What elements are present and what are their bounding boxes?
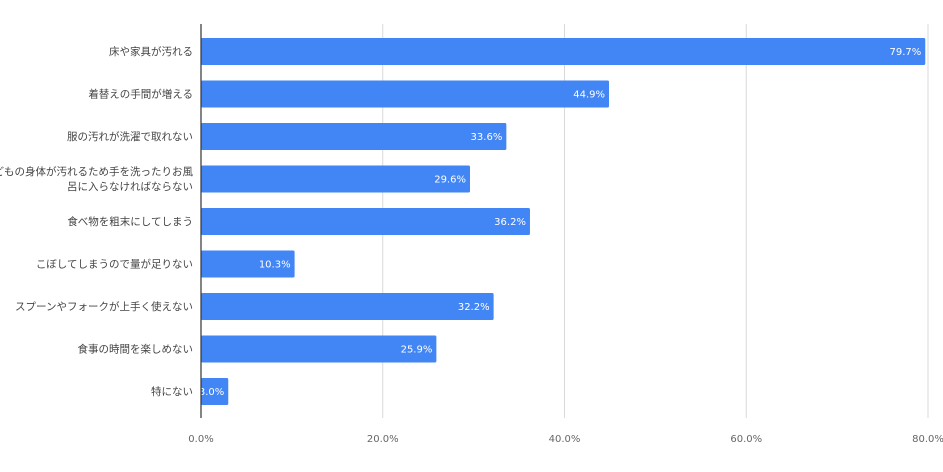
category-label: 特にない — [151, 386, 193, 398]
bar — [201, 335, 437, 363]
data-label: 10.3% — [259, 260, 291, 271]
data-label: 33.6% — [471, 132, 503, 143]
category-label: 食事の時間を楽しめない — [78, 343, 194, 356]
category-label: スプーンやフォークが上手く使えない — [15, 300, 193, 313]
bar — [201, 250, 295, 278]
bar — [201, 80, 610, 108]
category-label: 着替えの手間が増える — [88, 88, 193, 101]
category-label: こぼしてしまうので量が足りない — [36, 258, 193, 271]
x-tick-label: 60.0% — [730, 434, 762, 445]
category-label: 子どもの身体が汚れるため手を洗ったりお風 — [0, 165, 193, 178]
data-label: 44.9% — [573, 90, 605, 101]
x-tick-label: 40.0% — [549, 434, 581, 445]
data-label: 32.2% — [458, 302, 490, 313]
category-label: 食べ物を粗末にしてしまう — [67, 215, 193, 228]
data-label: 79.7% — [889, 47, 921, 58]
bar — [201, 378, 229, 405]
bar — [201, 123, 507, 150]
bars: 79.7% 44.9% 33.6% 29.6% 36.2% 10.3% 32.2% 25.9%… — [199, 38, 926, 405]
bar — [201, 208, 530, 235]
category-labels: 床や家具が汚れる着替えの手間が増える服の汚れが洗濯で取れない子どもの身体が汚れる… — [0, 45, 193, 398]
bar — [201, 293, 494, 320]
category-label: 服の汚れが洗濯で取れない — [67, 130, 193, 143]
category-label: 床や家具が汚れる — [109, 45, 193, 58]
x-tick-label: 20.0% — [367, 434, 399, 445]
data-label: 36.2% — [494, 217, 526, 228]
x-tick-labels: 0.0% 20.0% 40.0% 60.0% 80.0% — [188, 434, 943, 445]
x-tick-label: 80.0% — [912, 434, 943, 445]
category-label: 呂に入らなければならない — [67, 181, 193, 193]
x-tick-label: 0.0% — [188, 434, 213, 445]
data-label: 3.0% — [199, 387, 224, 398]
bar — [201, 165, 470, 193]
data-label: 25.9% — [401, 345, 433, 356]
bar — [201, 38, 926, 65]
data-label: 29.6% — [434, 175, 466, 186]
